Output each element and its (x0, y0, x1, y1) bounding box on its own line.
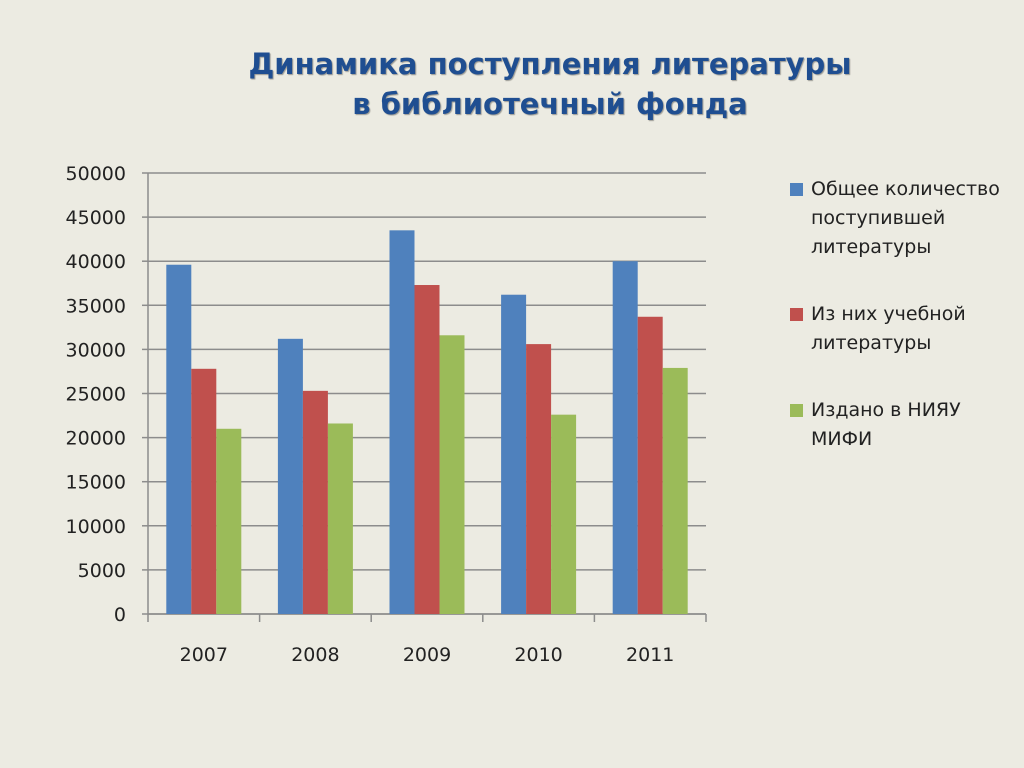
y-tick-label: 30000 (66, 339, 126, 361)
legend-item: Издано в НИЯУ МИФИ (790, 396, 1020, 454)
x-tick-label: 2009 (403, 644, 451, 666)
y-tick-label: 10000 (66, 516, 126, 538)
x-tick-label: 2007 (180, 644, 228, 666)
bar-2010-series-2 (526, 344, 552, 614)
y-tick-label: 35000 (66, 295, 126, 317)
x-tick-label: 2008 (291, 644, 339, 666)
bar-2007-series-3 (216, 428, 242, 614)
legend-label: Из них учебной литературы (811, 303, 966, 354)
y-tick-label: 25000 (66, 384, 126, 406)
bar-2008-series-3 (327, 423, 353, 614)
legend-item: Из них учебной литературы (790, 300, 1020, 358)
bar-2007-series-2 (191, 368, 217, 614)
bar-2007-series-1 (166, 264, 192, 614)
bar-2011-series-2 (637, 316, 663, 614)
y-tick-label: 40000 (66, 251, 126, 273)
bar-2011-series-3 (662, 367, 688, 614)
y-tick-label: 15000 (66, 472, 126, 494)
title-line-1: Динамика поступления литературы (248, 47, 852, 81)
y-tick-label: 5000 (78, 560, 126, 582)
bar-2009-series-3 (439, 335, 465, 614)
y-tick-label: 50000 (66, 163, 126, 185)
legend-label: Общее количество поступившей литературы (811, 178, 1000, 258)
x-tick-label: 2010 (514, 644, 562, 666)
legend-label: Издано в НИЯУ МИФИ (811, 399, 961, 450)
legend-swatch (790, 308, 803, 321)
x-tick-label: 2011 (626, 644, 674, 666)
bar-2009-series-2 (414, 285, 440, 614)
chart-title: Динамика поступления литературы в библио… (200, 44, 900, 124)
legend-swatch (790, 183, 803, 196)
y-tick-label: 0 (114, 604, 126, 626)
bar-2010-series-1 (501, 294, 527, 614)
chart-legend: Общее количество поступившей литературы И… (790, 175, 1020, 454)
bar-2008-series-2 (302, 390, 328, 614)
y-tick-label: 20000 (66, 428, 126, 450)
bar-2008-series-1 (277, 338, 303, 614)
bar-2010-series-3 (551, 414, 577, 614)
y-tick-label: 45000 (66, 207, 126, 229)
legend-item: Общее количество поступившей литературы (790, 175, 1020, 262)
legend-swatch (790, 404, 803, 417)
bar-2009-series-1 (389, 230, 415, 614)
bar-2011-series-1 (612, 261, 638, 614)
title-line-2: в библиотечный фонда (352, 87, 748, 121)
